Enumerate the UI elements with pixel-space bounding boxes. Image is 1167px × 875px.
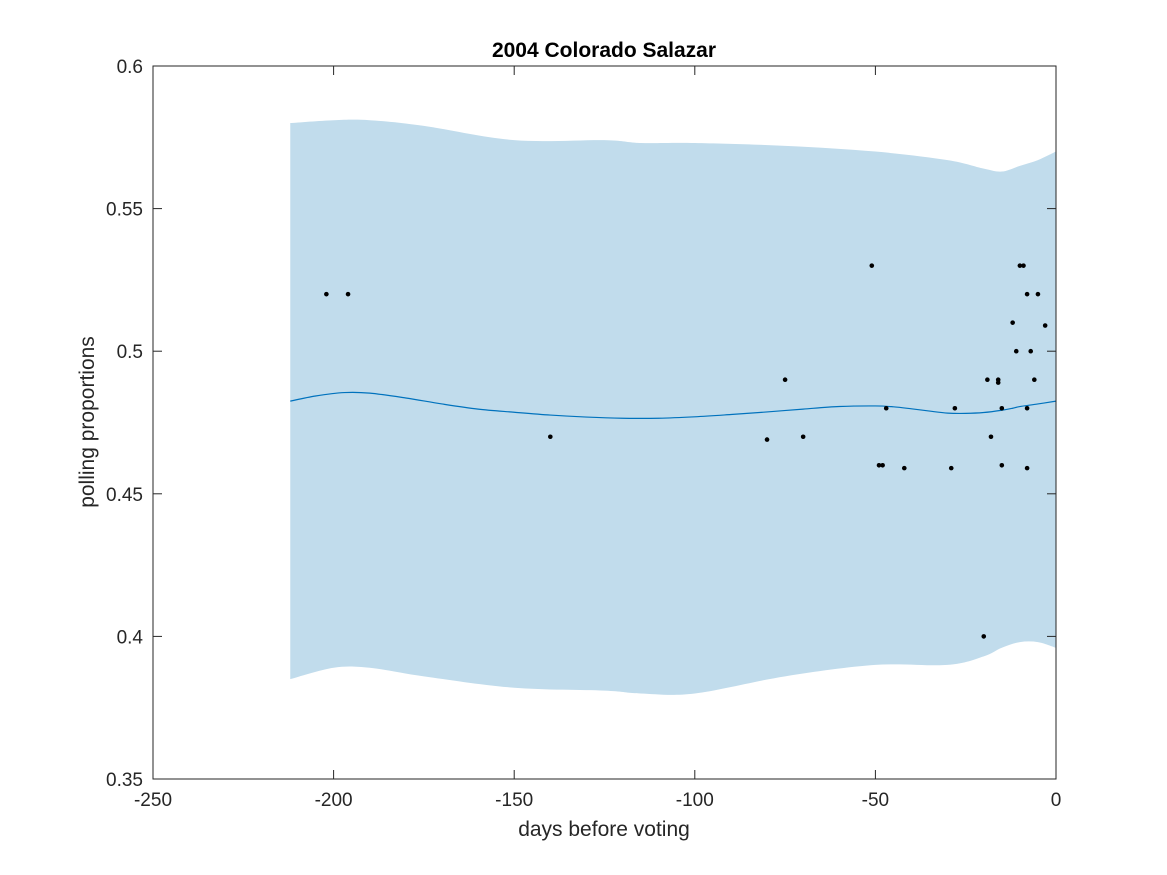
y-axis-label: polling proportions — [76, 336, 99, 508]
data-point-19 — [999, 462, 1005, 468]
axes-box — [152, 65, 1057, 780]
x-tick-label: -100 — [676, 790, 714, 811]
data-point-6 — [800, 434, 806, 440]
chart-title: 2004 Colorado Salazar — [492, 39, 716, 62]
data-point-14 — [981, 634, 987, 639]
data-point-23 — [1017, 263, 1023, 268]
x-tick-label: -250 — [134, 790, 172, 811]
x-tick-label: 0 — [1051, 790, 1062, 811]
data-point-26 — [1024, 405, 1030, 411]
y-ticks: 0.35 0.4 0.45 0.5 0.55 0.6 — [106, 57, 1056, 791]
x-axis-label: days before voting — [518, 818, 690, 841]
data-point-4 — [764, 437, 770, 442]
confidence-band — [290, 119, 1056, 695]
x-tick-label: -200 — [315, 790, 353, 811]
data-point-30 — [1035, 291, 1041, 297]
data-point-11 — [901, 465, 907, 471]
axes — [152, 65, 1057, 780]
data-point-25 — [1024, 291, 1030, 297]
data-point-1 — [324, 291, 329, 297]
data-point-2 — [345, 291, 351, 297]
data-point-22 — [1013, 348, 1019, 354]
data-point-21 — [1010, 320, 1015, 325]
data-point-3 — [548, 434, 553, 440]
data-point-29 — [1032, 377, 1037, 383]
data-point-15 — [985, 377, 990, 383]
trend-line — [290, 391, 1057, 419]
data-point-10 — [883, 405, 889, 411]
data-point-28 — [1028, 348, 1034, 354]
data-point-7 — [869, 263, 875, 268]
data-point-31 — [1042, 323, 1048, 328]
data-point-24 — [1021, 263, 1026, 268]
x-ticks: -250 -200 -150 -100 -50 0 — [134, 66, 1061, 811]
data-point-18 — [995, 380, 1001, 385]
data-points — [324, 263, 1048, 639]
y-tick-label: 0.6 — [117, 57, 143, 78]
data-point-9 — [880, 462, 885, 468]
y-tick-label: 0.35 — [106, 770, 143, 791]
data-point-8 — [876, 462, 882, 468]
y-tick-label: 0.4 — [117, 627, 144, 648]
data-point-27 — [1024, 465, 1030, 471]
y-tick-label: 0.45 — [106, 485, 143, 506]
y-tick-label: 0.55 — [106, 200, 143, 221]
data-point-20 — [999, 405, 1005, 411]
x-tick-label: -50 — [862, 790, 889, 811]
data-point-12 — [948, 465, 954, 471]
data-point-16 — [988, 434, 994, 440]
data-point-13 — [952, 405, 958, 411]
x-tick-label: -150 — [495, 790, 533, 811]
y-tick-label: 0.5 — [117, 342, 143, 363]
data-point-5 — [782, 377, 788, 383]
